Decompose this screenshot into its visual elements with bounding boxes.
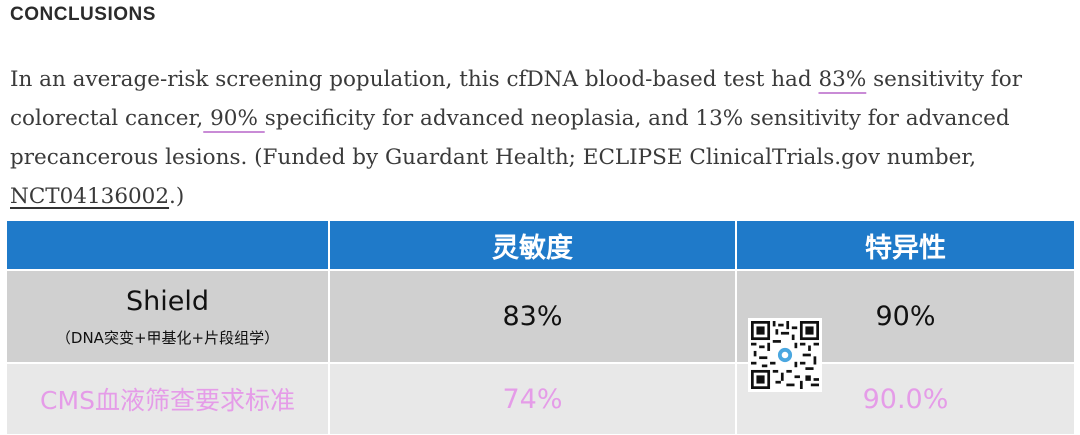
- highlight-sensitivity: 83%: [818, 67, 867, 92]
- row-cms-name-cell: CMS血液筛查要求标准: [7, 364, 328, 434]
- qr-code-graphic: [751, 321, 819, 389]
- section-heading: CONCLUSIONS: [10, 4, 156, 25]
- shield-sensitivity-value: 83%: [502, 301, 563, 332]
- row-shield-name-cell: Shield （DNA突变+甲基化+片段组学）: [7, 271, 328, 362]
- paragraph-text-3: specificity for advanced neoplasia, and …: [10, 106, 1010, 170]
- paragraph-text-4: .): [169, 184, 185, 209]
- header-empty: [7, 221, 328, 269]
- cms-sensitivity-value: 74%: [502, 383, 563, 415]
- trial-number-link[interactable]: NCT04136002: [10, 184, 170, 209]
- paragraph-text-1: In an average-risk screening population,…: [10, 67, 819, 92]
- row-cms-sensitivity: 74%: [330, 364, 735, 434]
- conclusions-paragraph: In an average-risk screening population,…: [10, 60, 1076, 216]
- highlight-specificity: 90%: [203, 106, 265, 131]
- comparison-table: 灵敏度 特异性 Shield （DNA突变+甲基化+片段组学） 83% 90% …: [7, 221, 1074, 434]
- qr-code-icon: [748, 318, 822, 392]
- shield-specificity-value: 90%: [875, 301, 936, 332]
- paragraph-text-2: sensitivity for colorectal cancer,: [10, 67, 1022, 131]
- shield-subtitle: （DNA突变+甲基化+片段组学）: [55, 328, 280, 347]
- cms-standard-name: CMS血液筛查要求标准: [40, 386, 295, 415]
- header-sensitivity: 灵敏度: [330, 221, 735, 269]
- header-specificity: 特异性: [737, 221, 1074, 269]
- cms-specificity-value: 90.0%: [862, 383, 949, 415]
- row-shield-sensitivity: 83%: [330, 271, 735, 362]
- shield-name: Shield: [125, 285, 209, 317]
